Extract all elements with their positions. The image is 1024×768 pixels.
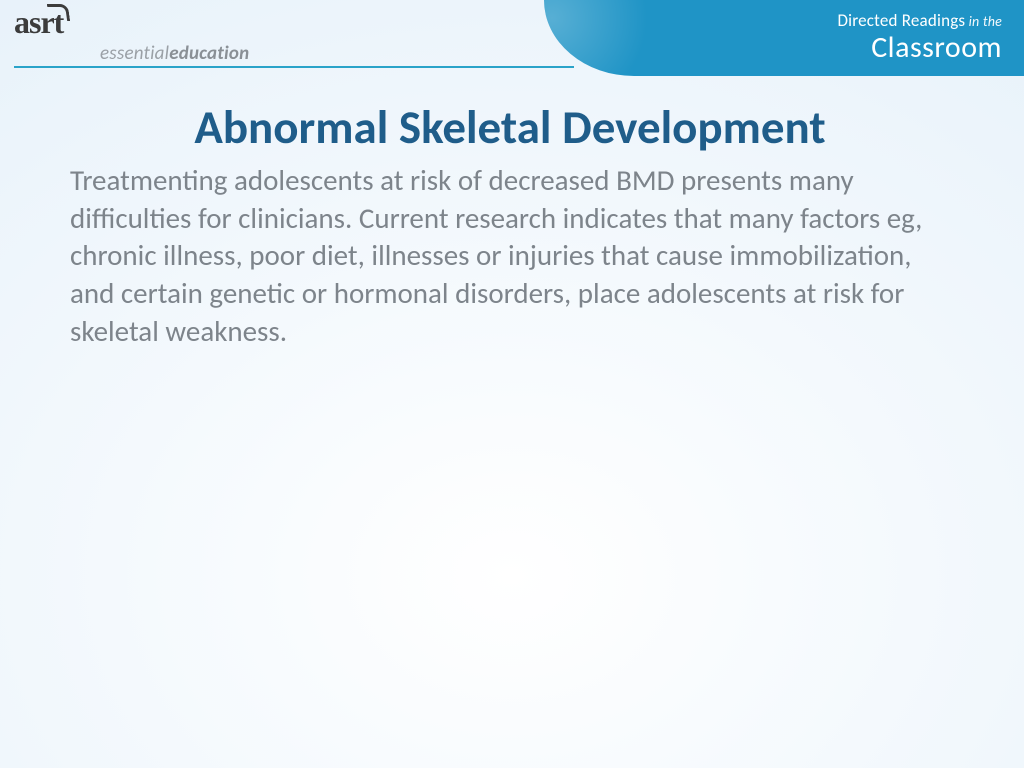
- header-divider: [14, 66, 574, 68]
- slide-body: Treatmenting adolescents at risk of decr…: [70, 162, 950, 350]
- banner-line2: Classroom: [544, 29, 1002, 66]
- logo-block: asrt: [14, 6, 63, 38]
- banner-line1-strong: Directed Readings: [837, 10, 965, 31]
- tagline-light: essential: [100, 42, 169, 65]
- banner-line1-thin: in the: [965, 13, 1002, 30]
- slide-header: asrt essentialeducation Directed Reading…: [0, 0, 1024, 70]
- classroom-banner: Directed Readings in the Classroom: [544, 0, 1024, 76]
- slide-content: Abnormal Skeletal Development Treatmenti…: [70, 98, 950, 350]
- banner-line1: Directed Readings in the: [544, 10, 1002, 31]
- tagline-bold: education: [169, 42, 249, 65]
- tagline: essentialeducation: [100, 42, 249, 65]
- asrt-logo: asrt: [14, 6, 63, 38]
- slide-title: Abnormal Skeletal Development: [70, 98, 950, 156]
